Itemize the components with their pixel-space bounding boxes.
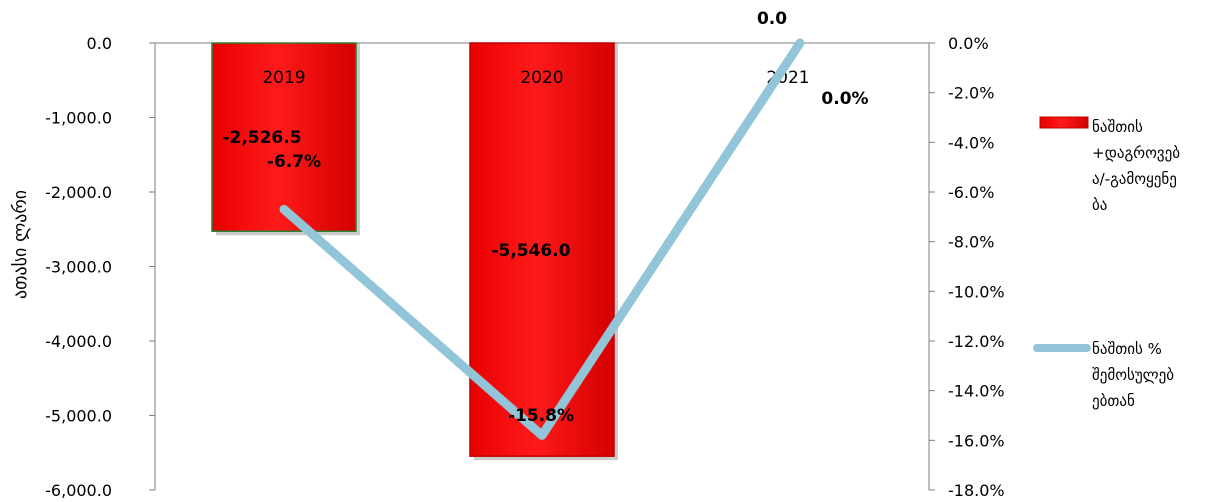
left-tick-label: -6,000.0: [45, 481, 112, 500]
right-tick-label: -10.0%: [948, 282, 1005, 301]
right-tick-label: -18.0%: [948, 481, 1005, 500]
data-labels: -2,526.5 -5,546.0 0.0 -6.7% -15.8% 0.0%: [222, 9, 868, 426]
bar-value-label-2020: -5,546.0: [491, 241, 570, 261]
bar-2019: [211, 42, 357, 232]
line-value-label-2021: 0.0%: [821, 89, 868, 109]
right-tick-label: -16.0%: [948, 431, 1005, 450]
legend-label-line: ნაშთის %: [1092, 340, 1162, 358]
right-tick-label: -14.0%: [948, 382, 1005, 401]
bar-value-label-2019: -2,526.5: [222, 128, 301, 148]
line-value-label-2020: -15.8%: [508, 406, 574, 426]
right-tick-label: 0.0%: [948, 34, 989, 53]
right-tick-label: -4.0%: [948, 133, 994, 152]
bar-2020: [469, 42, 615, 457]
category-label-2020: 2020: [520, 68, 563, 88]
category-label-2019: 2019: [262, 68, 305, 88]
left-tick-label: -1,000.0: [45, 109, 112, 128]
left-tick-label: -3,000.0: [45, 258, 112, 277]
axes: 0.0 -1,000.0 -2,000.0 -3,000.0 -4,000.0 -5,00…: [45, 34, 1004, 500]
legend-label-bar: ბა: [1092, 196, 1107, 214]
left-tick-label: -4,000.0: [45, 332, 112, 351]
line-series: [279, 38, 805, 440]
legend-label-bar: ნაშთის: [1092, 118, 1143, 136]
left-tick-label: -2,000.0: [45, 183, 112, 202]
right-tick-label: -2.0%: [948, 84, 994, 103]
legend-label-line: შემოსულებ: [1092, 366, 1174, 384]
legend: ნაშთის +დაგროვებ ა/-გამოყენე ბა ნაშთის % შემო…: [1033, 116, 1180, 410]
y-axis-title: ათასი ლარი: [10, 190, 31, 299]
bar-series: [211, 42, 618, 461]
legend-label-line: ებთან: [1092, 392, 1135, 410]
right-tick-label: -12.0%: [948, 332, 1005, 351]
right-tick-label: -6.0%: [948, 183, 994, 202]
legend-label-bar: ა/-გამოყენე: [1092, 170, 1177, 188]
left-tick-label: -5,000.0: [45, 407, 112, 426]
right-tick-label: -8.0%: [948, 233, 994, 252]
legend-swatch-bar: [1039, 116, 1089, 129]
left-tick-label: 0.0: [87, 34, 112, 53]
legend-label-bar: +დაგროვებ: [1092, 144, 1180, 162]
bar-value-label-2021: 0.0: [757, 9, 787, 29]
line-value-label-2019: -6.7%: [267, 152, 321, 172]
